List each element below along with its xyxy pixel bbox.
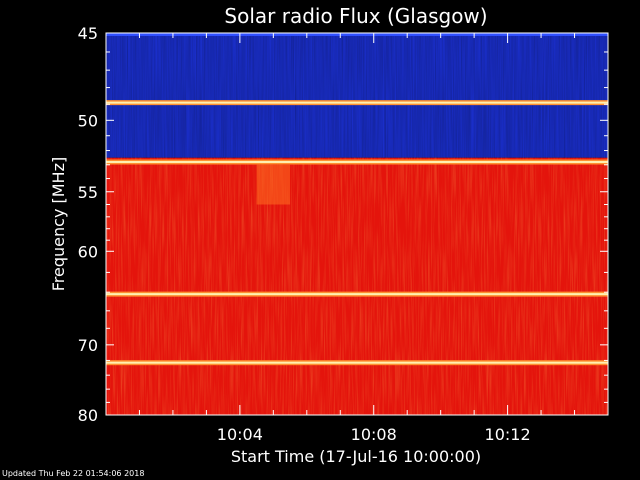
y-tick-label-0: 45 bbox=[78, 24, 98, 43]
x-tick-label-0: 10:04 bbox=[217, 425, 263, 444]
plot-frame bbox=[105, 32, 609, 416]
interference-line-core-1 bbox=[106, 160, 608, 163]
y-axis-label: Frequency [MHz] bbox=[49, 157, 68, 291]
x-axis-label: Start Time (17-Jul-16 10:00:00) bbox=[231, 447, 481, 466]
x-tick-label-2: 10:12 bbox=[485, 425, 531, 444]
band-texture-low bbox=[106, 33, 608, 158]
y-tick-label-2: 55 bbox=[78, 183, 98, 202]
band-edge-45 bbox=[106, 33, 608, 36]
band-texture-high bbox=[106, 157, 608, 415]
radio-burst bbox=[256, 164, 291, 205]
y-tick-label-1: 50 bbox=[78, 111, 98, 130]
spectrogram-plot-area bbox=[106, 33, 608, 415]
interference-line-core-0 bbox=[106, 101, 608, 104]
interference-line-core-3 bbox=[106, 361, 608, 364]
interference-line-core-2 bbox=[106, 293, 608, 296]
y-tick-label-4: 70 bbox=[78, 336, 98, 355]
chart-title: Solar radio Flux (Glasgow) bbox=[224, 4, 487, 28]
y-axis: 45 50 55 60 70 80 bbox=[78, 24, 608, 425]
y-tick-label-3: 60 bbox=[78, 242, 98, 261]
x-tick-label-1: 10:08 bbox=[351, 425, 397, 444]
x-axis: 10:04 10:08 10:12 bbox=[138, 33, 576, 444]
y-tick-label-5: 80 bbox=[78, 406, 98, 425]
update-timestamp: Updated Thu Feb 22 01:54:06 2018 bbox=[2, 469, 145, 478]
